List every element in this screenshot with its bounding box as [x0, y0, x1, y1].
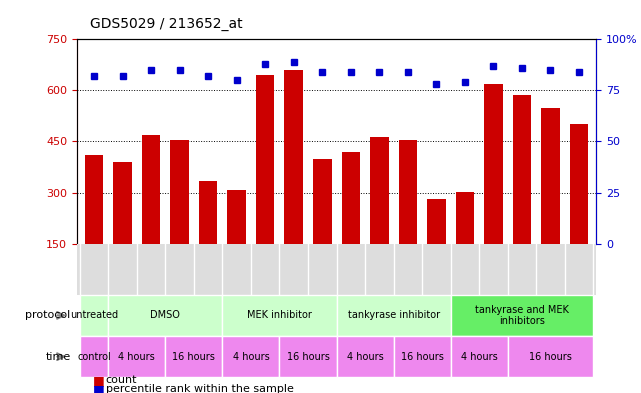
Bar — [513, 95, 531, 244]
Bar — [370, 138, 388, 244]
Text: GDS5029 / 213652_at: GDS5029 / 213652_at — [90, 17, 242, 31]
Bar — [171, 140, 189, 244]
Bar — [451, 336, 508, 377]
Bar — [228, 190, 246, 244]
Text: 16 hours: 16 hours — [287, 352, 329, 362]
Bar — [285, 70, 303, 244]
Text: DMSO: DMSO — [151, 310, 180, 320]
Text: 4 hours: 4 hours — [461, 352, 497, 362]
Bar — [108, 336, 165, 377]
Text: 16 hours: 16 hours — [172, 352, 215, 362]
Bar — [342, 152, 360, 244]
Bar — [484, 84, 503, 244]
Text: tankyrase and MEK
inhibitors: tankyrase and MEK inhibitors — [475, 305, 569, 326]
Bar — [79, 295, 108, 336]
Bar — [399, 140, 417, 244]
Bar — [394, 336, 451, 377]
Text: 4 hours: 4 hours — [347, 352, 383, 362]
Text: untreated: untreated — [70, 310, 118, 320]
Text: count: count — [106, 375, 137, 386]
Bar — [508, 336, 594, 377]
Bar — [108, 295, 222, 336]
Bar — [142, 135, 160, 244]
Bar — [113, 162, 132, 244]
Bar — [85, 155, 103, 244]
Bar — [337, 295, 451, 336]
Text: percentile rank within the sample: percentile rank within the sample — [106, 384, 294, 393]
Text: tankyrase inhibitor: tankyrase inhibitor — [347, 310, 440, 320]
Text: time: time — [46, 352, 71, 362]
Text: protocol: protocol — [25, 310, 71, 320]
Bar — [313, 158, 331, 244]
Bar — [256, 75, 274, 244]
Bar — [79, 336, 108, 377]
Text: MEK inhibitor: MEK inhibitor — [247, 310, 312, 320]
Bar — [570, 125, 588, 244]
Bar — [222, 336, 279, 377]
Text: ■: ■ — [93, 382, 104, 393]
Bar — [199, 181, 217, 244]
Text: control: control — [77, 352, 111, 362]
Bar — [451, 295, 594, 336]
Text: 4 hours: 4 hours — [119, 352, 155, 362]
Bar — [279, 336, 337, 377]
Bar — [427, 199, 445, 244]
Text: 4 hours: 4 hours — [233, 352, 269, 362]
Bar — [337, 336, 394, 377]
Bar — [456, 192, 474, 244]
Bar — [541, 108, 560, 244]
Text: 16 hours: 16 hours — [529, 352, 572, 362]
Bar — [165, 336, 222, 377]
Bar — [222, 295, 337, 336]
Text: ■: ■ — [93, 374, 104, 387]
Text: 16 hours: 16 hours — [401, 352, 444, 362]
